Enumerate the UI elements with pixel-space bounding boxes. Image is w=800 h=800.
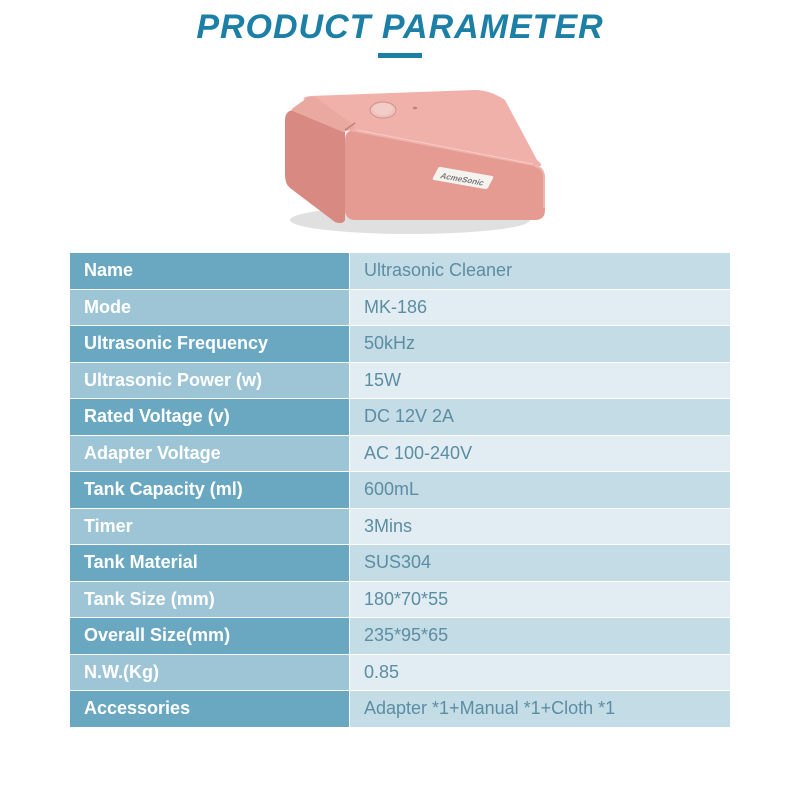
spec-value: SUS304	[350, 545, 730, 581]
spec-value: 50kHz	[350, 326, 730, 362]
table-row: AccessoriesAdapter *1+Manual *1+Cloth *1	[70, 691, 730, 728]
spec-label: Name	[70, 253, 350, 289]
spec-label: Ultrasonic Power (w)	[70, 363, 350, 399]
spec-label: Timer	[70, 509, 350, 545]
page-title: PRODUCT PARAMETER	[196, 8, 603, 47]
spec-value: 15W	[350, 363, 730, 399]
table-row: Timer3Mins	[70, 509, 730, 546]
spec-label: Tank Size (mm)	[70, 582, 350, 618]
spec-label: Accessories	[70, 691, 350, 727]
spec-value: 235*95*65	[350, 618, 730, 654]
spec-label: Tank Material	[70, 545, 350, 581]
spec-value: 0.85	[350, 655, 730, 691]
spec-value: 3Mins	[350, 509, 730, 545]
table-row: Overall Size(mm)235*95*65	[70, 618, 730, 655]
table-row: Rated Voltage (v)DC 12V 2A	[70, 399, 730, 436]
page-container: PRODUCT PARAMETER	[0, 0, 800, 800]
table-row: ModeMK-186	[70, 290, 730, 327]
spec-label: Overall Size(mm)	[70, 618, 350, 654]
title-underline	[378, 53, 422, 58]
table-row: Adapter VoltageAC 100-240V	[70, 436, 730, 473]
table-row: Ultrasonic Frequency50kHz	[70, 326, 730, 363]
spec-label: N.W.(Kg)	[70, 655, 350, 691]
spec-value: MK-186	[350, 290, 730, 326]
spec-label: Rated Voltage (v)	[70, 399, 350, 435]
spec-label: Ultrasonic Frequency	[70, 326, 350, 362]
table-row: Tank Capacity (ml)600mL	[70, 472, 730, 509]
spec-label: Adapter Voltage	[70, 436, 350, 472]
product-image: AcmeSonic	[235, 70, 565, 245]
spec-label: Tank Capacity (ml)	[70, 472, 350, 508]
table-row: Ultrasonic Power (w)15W	[70, 363, 730, 400]
spec-value: DC 12V 2A	[350, 399, 730, 435]
table-row: Tank Size (mm)180*70*55	[70, 582, 730, 619]
spec-table: NameUltrasonic CleanerModeMK-186Ultrason…	[70, 253, 730, 728]
spec-label: Mode	[70, 290, 350, 326]
spec-value: Adapter *1+Manual *1+Cloth *1	[350, 691, 730, 727]
spec-value: Ultrasonic Cleaner	[350, 253, 730, 289]
spec-value: AC 100-240V	[350, 436, 730, 472]
table-row: NameUltrasonic Cleaner	[70, 253, 730, 290]
table-row: Tank MaterialSUS304	[70, 545, 730, 582]
spec-value: 600mL	[350, 472, 730, 508]
table-row: N.W.(Kg)0.85	[70, 655, 730, 692]
spec-value: 180*70*55	[350, 582, 730, 618]
